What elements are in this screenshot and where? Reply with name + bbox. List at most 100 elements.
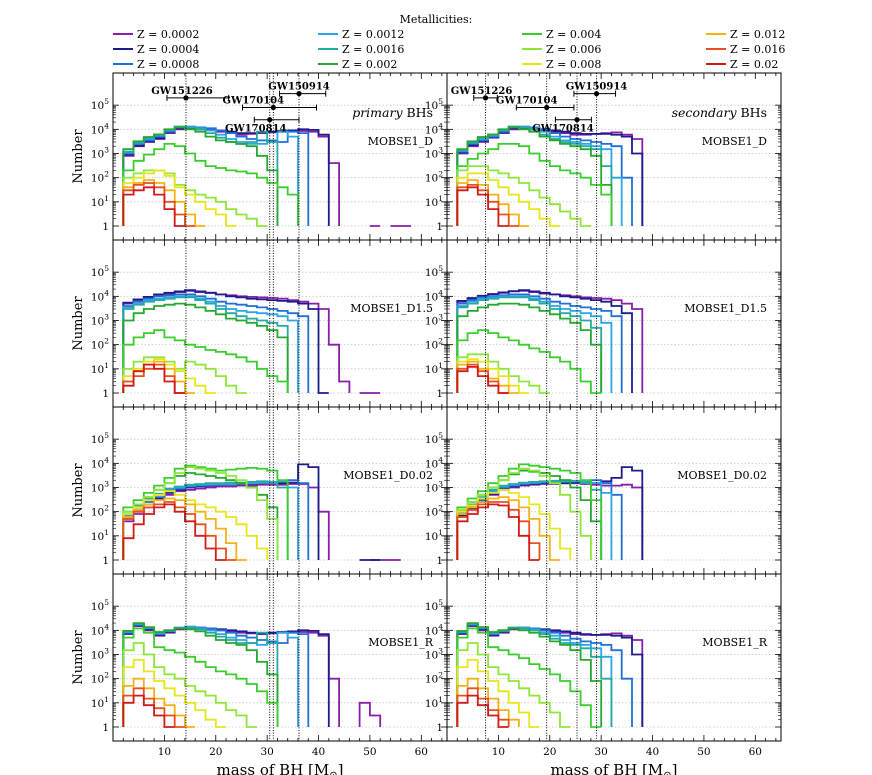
y-tick-label: 104	[425, 288, 443, 303]
histogram-series	[456, 659, 540, 728]
histogram-series	[456, 622, 613, 727]
gw-event-label: GW170814	[532, 124, 594, 135]
x-tick-label: 30	[594, 746, 607, 758]
y-tick-label: 105	[91, 431, 109, 446]
y-tick-label: 105	[425, 431, 443, 446]
histogram-series	[122, 642, 257, 728]
gw-event-label: GW170814	[225, 124, 287, 135]
y-tick-label: 104	[91, 455, 109, 470]
histogram-series	[122, 659, 226, 728]
histogram-series	[122, 694, 175, 728]
y-tick-label: 103	[91, 647, 109, 662]
histogram-group	[456, 622, 644, 728]
legend-label: Z = 0.008	[546, 58, 601, 71]
x-tick-label: 20	[209, 746, 222, 758]
panel-secondary-3: MOBSE1_R	[446, 573, 782, 742]
x-tick-label: 60	[749, 746, 762, 758]
histogram-series	[122, 329, 289, 393]
y-axis-title: Number	[71, 463, 86, 518]
histogram-series	[122, 302, 289, 393]
x-tick-label: 30	[260, 746, 273, 758]
histogram-series	[456, 302, 603, 393]
legend-label: Z = 0.012	[730, 28, 785, 41]
gw-event-label: GW170104	[223, 96, 285, 107]
y-tick-label: 104	[425, 622, 443, 637]
panel-primary-1: MOBSE1_D1.5	[112, 239, 448, 408]
x-tick-label: 40	[646, 746, 659, 758]
y-tick-label: 101	[425, 194, 443, 209]
x-tick-label: 50	[363, 746, 376, 758]
x-tick-label: 60	[415, 746, 428, 758]
panel-primary-0: MOBSE1_D primary BHs GW151226 GW150914 GW170…	[112, 72, 448, 241]
y-axis-title: Number	[71, 129, 86, 184]
legend-label: Z = 0.016	[730, 43, 785, 56]
model-label: MOBSE1_D0.02	[677, 469, 767, 482]
panel-primary-2: MOBSE1_D0.02	[112, 406, 448, 575]
histogram-series	[456, 479, 613, 560]
histogram-series	[122, 623, 299, 727]
histogram-series	[456, 125, 633, 226]
histogram-series	[456, 627, 602, 728]
histogram-group	[456, 463, 644, 561]
histogram-series	[122, 627, 279, 727]
panel-grid: MOBSE1_D primary BHs GW151226 GW150914 GW170…	[112, 72, 782, 742]
model-label: MOBSE1_R	[368, 636, 433, 649]
histogram-series	[122, 289, 329, 394]
histogram-series	[122, 490, 269, 560]
legend-label: Z = 0.006	[546, 43, 601, 56]
model-label: MOBSE1_D1.5	[350, 302, 433, 315]
y-tick-label: 103	[425, 146, 443, 161]
histogram-series	[456, 496, 560, 561]
histogram-series	[456, 289, 633, 393]
histogram-group	[122, 125, 411, 227]
y-tick-label: 104	[91, 288, 109, 303]
histogram-series	[122, 143, 299, 226]
y-tick-label: 103	[425, 647, 443, 662]
gw-event-label: GW151226	[151, 86, 213, 97]
model-label: MOBSE1_R	[702, 636, 767, 649]
histogram-group	[122, 622, 382, 728]
y-tick-label: 105	[91, 97, 109, 112]
histogram-series	[456, 296, 603, 393]
histogram-group	[122, 463, 401, 561]
histogram-series	[122, 126, 279, 226]
gw-marker	[267, 117, 273, 123]
column-label: secondary BHs	[672, 105, 767, 120]
histogram-group	[122, 289, 381, 394]
y-tick-label: 101	[91, 528, 109, 543]
y-tick-label: 105	[425, 598, 443, 613]
histogram-series	[456, 642, 571, 728]
gw-marker	[482, 95, 489, 101]
y-tick-label: 104	[425, 455, 443, 470]
histogram-series	[456, 694, 509, 728]
y-tick-label: 103	[91, 313, 109, 328]
histogram-series	[122, 622, 279, 727]
histogram-series	[456, 143, 613, 226]
panel-secondary-1: MOBSE1_D1.5	[446, 239, 782, 408]
y-tick-label: 1	[102, 555, 109, 567]
y-tick-label: 101	[425, 361, 443, 376]
histogram-series	[456, 623, 613, 727]
model-label: MOBSE1_D	[702, 135, 767, 148]
gw-marker	[183, 95, 189, 101]
y-tick-label: 101	[425, 695, 443, 710]
x-tick-label: 50	[697, 746, 710, 758]
x-tick-label: 20	[543, 746, 556, 758]
y-tick-label: 103	[425, 313, 443, 328]
histogram-group	[456, 125, 644, 227]
y-tick-label: 104	[91, 121, 109, 136]
gw-event-label: GW150914	[268, 82, 330, 93]
x-axis-title: mass of BH [M⊙]	[216, 761, 343, 775]
gw-marker	[296, 91, 302, 97]
y-tick-label: 105	[425, 264, 443, 279]
histogram-series	[122, 466, 279, 560]
y-axis-labels: 1 101 102 103 104 105 Number 1 101 102 103 104 105 1 1…	[71, 97, 443, 734]
y-tick-label: 1	[436, 722, 443, 734]
y-tick-label: 101	[91, 194, 109, 209]
y-tick-label: 102	[91, 337, 109, 352]
y-tick-label: 102	[91, 170, 109, 185]
y-tick-label: 1	[102, 221, 109, 233]
histogram-series	[122, 501, 237, 561]
y-tick-label: 102	[425, 170, 443, 185]
